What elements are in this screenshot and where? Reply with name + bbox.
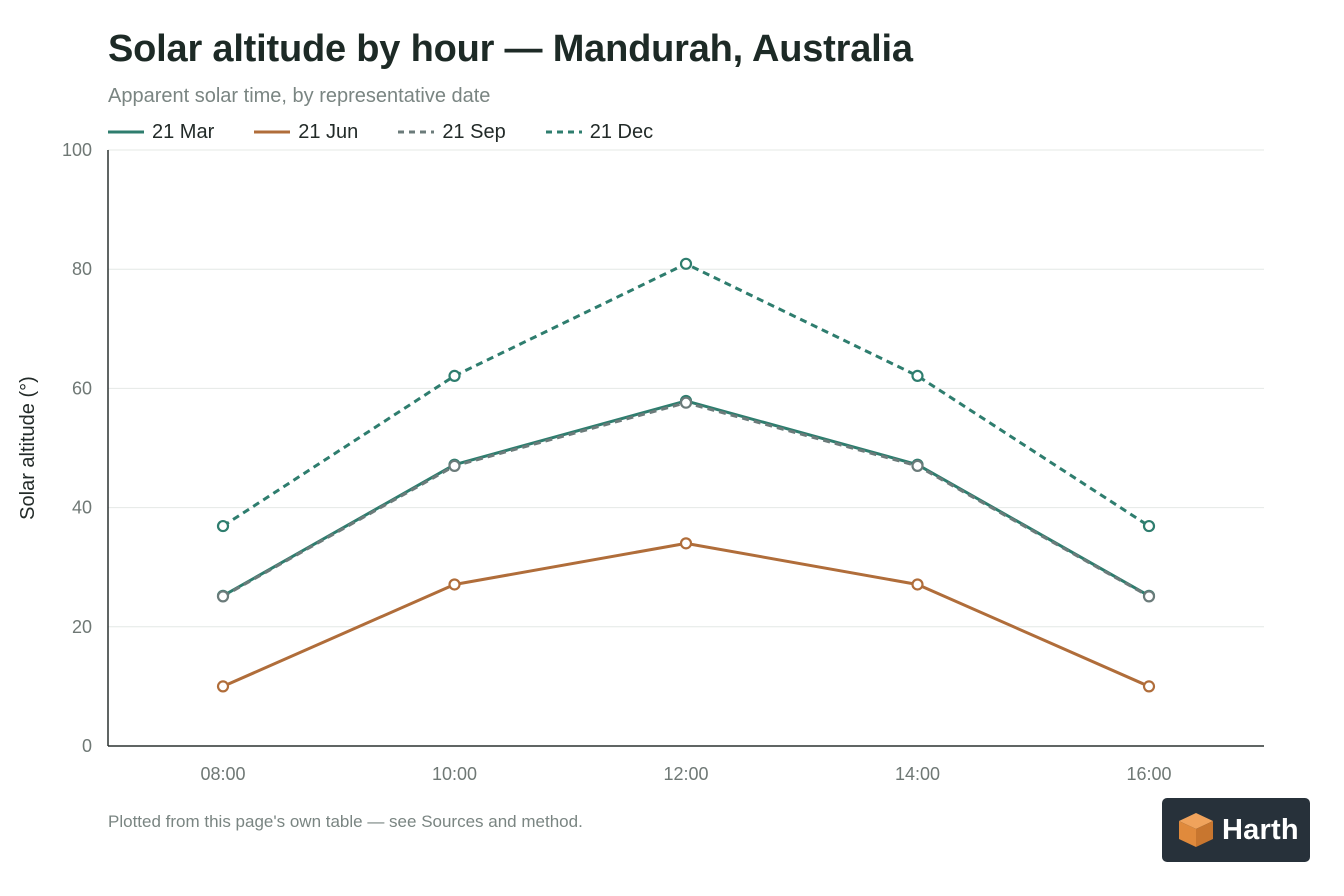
chart-subtitle: Apparent solar time, by representative d…	[108, 85, 491, 107]
series-lines	[221, 262, 1151, 688]
legend-item: 21 Mar	[108, 121, 214, 144]
x-tick-labels: 08:00 10:00 12:00 14:00 16:00	[200, 764, 1171, 784]
x-tick-label: 08:00	[200, 764, 245, 784]
y-tick-labels: 0 20 40 60 80 100	[62, 140, 92, 756]
legend-label: 21 Jun	[298, 120, 359, 143]
y-tick-label: 0	[82, 736, 92, 756]
series-points	[216, 257, 1156, 693]
x-tick-label: 16:00	[1126, 764, 1171, 784]
data-point	[216, 590, 230, 603]
series-line-1	[221, 541, 1151, 688]
chart-footnote: Plotted from this page's own table — see…	[108, 812, 583, 831]
x-tick-label: 14:00	[895, 764, 940, 784]
logo-text: Harth	[1222, 813, 1299, 846]
data-point	[1142, 680, 1156, 693]
harth-logo: Harth	[1162, 798, 1310, 862]
chart-legend: 21 Mar 21 Jun 21 Sep 21 Dec	[108, 119, 693, 145]
data-point	[216, 680, 230, 693]
legend-item: 21 Sep	[398, 120, 506, 144]
grid-lines	[108, 149, 1264, 628]
data-point	[1142, 519, 1156, 533]
data-point	[679, 396, 693, 409]
data-point	[448, 459, 461, 472]
series-line-0	[221, 399, 1151, 598]
data-point	[1142, 590, 1156, 603]
legend-swatch	[254, 130, 291, 134]
data-point	[216, 519, 230, 533]
axes	[107, 150, 1264, 747]
y-tick-label: 20	[72, 617, 92, 637]
legend-label: 21 Sep	[442, 120, 506, 143]
cube-logo-icon	[1179, 813, 1213, 847]
data-point	[911, 578, 924, 591]
x-tick-label: 12:00	[663, 764, 708, 784]
legend-swatch	[108, 130, 144, 134]
y-tick-label: 60	[72, 378, 92, 398]
chart-title: Solar altitude by hour — Mandurah, Austr…	[108, 28, 913, 70]
data-point	[448, 369, 461, 382]
data-point	[911, 369, 924, 382]
legend-label: 21 Mar	[152, 120, 215, 143]
x-tick-label: 10:00	[432, 764, 477, 784]
y-tick-label: 40	[72, 498, 92, 518]
legend-swatch	[398, 130, 435, 134]
data-point	[911, 459, 924, 472]
legend-label: 21 Dec	[589, 120, 654, 143]
legend-item: 21 Dec	[545, 120, 654, 144]
data-point	[679, 257, 693, 270]
series-line-2	[222, 401, 1150, 598]
y-tick-label: 80	[72, 259, 92, 279]
y-tick-label: 100	[62, 140, 92, 160]
data-point	[679, 537, 693, 550]
data-point	[448, 578, 461, 591]
legend-item: 21 Jun	[254, 121, 358, 144]
y-axis-label: Solar altitude (°)	[17, 376, 39, 520]
legend-swatch	[545, 130, 582, 134]
